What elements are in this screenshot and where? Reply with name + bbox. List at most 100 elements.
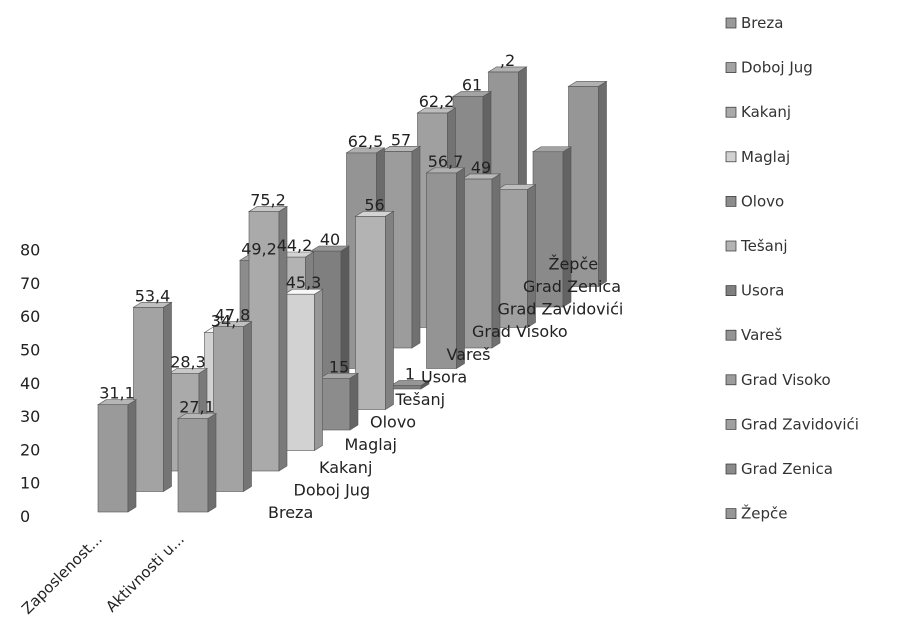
- data-label: 62,5: [348, 132, 384, 151]
- bar-8-1: [460, 173, 502, 349]
- bar-3-1: [283, 288, 324, 452]
- bar-top: [309, 245, 351, 252]
- bar-side: [207, 412, 217, 513]
- category-label: Zaposlenost...: [18, 530, 106, 618]
- bar-top: [176, 413, 218, 419]
- bar-4-1: [318, 372, 360, 431]
- data-label: 15: [329, 357, 349, 376]
- data-label: ,2: [500, 51, 515, 70]
- bar-9-1: [496, 183, 537, 329]
- legend-item: Žepče: [725, 504, 788, 523]
- y-tick-label: 60: [20, 307, 40, 326]
- y-tick-label: 10: [20, 474, 40, 493]
- bar-front: [390, 385, 422, 390]
- bar-6-1: [389, 380, 431, 390]
- legend-swatch: [725, 62, 737, 73]
- legend-item: Tešanj: [725, 237, 788, 255]
- bar-top: [345, 147, 386, 154]
- legend-label: Vareš: [741, 326, 782, 344]
- bar-front: [355, 216, 386, 410]
- legend-item: Usora: [725, 282, 784, 300]
- bar-top: [247, 206, 289, 212]
- bar-side: [349, 372, 359, 431]
- bar-top: [531, 146, 573, 153]
- legend-item: Maglaj: [725, 148, 790, 166]
- legend-swatch: [725, 463, 737, 475]
- depth-axis-label: Tešanj: [395, 390, 446, 409]
- legend-item: Grad Zavidovići: [725, 415, 859, 433]
- bar-7-1: [425, 167, 466, 370]
- bar-top: [318, 372, 360, 379]
- bar-front: [284, 293, 315, 451]
- bar-top: [425, 167, 466, 174]
- legend-swatch: [725, 374, 737, 386]
- legend-swatch: [725, 106, 737, 118]
- legend-label: Usora: [741, 282, 784, 300]
- bar-front: [461, 178, 493, 349]
- legend-swatch: [725, 419, 737, 430]
- legend-swatch: [725, 240, 737, 252]
- bar-2-1: [247, 206, 289, 472]
- depth-axis-label: Grad Zenica: [523, 277, 621, 296]
- data-label: 34,: [211, 312, 236, 331]
- data-label: 45,3: [286, 273, 322, 292]
- bar-front: [319, 377, 351, 431]
- bar-side: [163, 301, 172, 493]
- data-label: 49: [471, 158, 491, 177]
- bar-top: [354, 211, 395, 217]
- y-tick-label: 0: [20, 507, 30, 526]
- bar-top: [132, 301, 173, 308]
- bar-1-0: [132, 301, 173, 493]
- depth-axis-label: Doboj Jug: [294, 480, 371, 499]
- data-label: 31,1: [99, 384, 135, 403]
- bar-side: [314, 288, 323, 452]
- bar-side: [127, 399, 137, 513]
- data-label: 75,2: [250, 191, 286, 210]
- data-label: 49,2: [241, 239, 277, 258]
- legend-swatch: [725, 17, 737, 29]
- data-label: 1: [405, 365, 415, 384]
- legend-label: Doboj Jug: [741, 59, 813, 77]
- bar-front: [568, 86, 599, 287]
- legend-item: Breza: [725, 14, 783, 32]
- legend-item: Doboj Jug: [725, 59, 813, 77]
- bar-top: [460, 173, 502, 180]
- bar-side: [385, 210, 394, 411]
- legend-swatch: [725, 285, 737, 296]
- bar-front: [97, 404, 129, 513]
- bar-top: [96, 399, 138, 406]
- bar-front: [497, 189, 528, 328]
- y-tick-label: 30: [20, 407, 40, 426]
- y-tick-label: 50: [20, 341, 40, 360]
- bar-0-1: [176, 412, 218, 513]
- bar-top: [567, 81, 608, 87]
- legend-swatch: [725, 196, 737, 207]
- legend-item: Olovo: [725, 192, 784, 210]
- bar-1-1: [212, 321, 253, 493]
- legend-swatch: [725, 329, 737, 341]
- y-tick-label: 80: [20, 241, 40, 260]
- bar-top: [167, 368, 209, 374]
- bar-5-1: [354, 210, 395, 411]
- legend-swatch: [725, 151, 737, 163]
- bar-front: [213, 326, 244, 492]
- data-label: 56: [364, 195, 384, 214]
- data-label: 62,2: [419, 92, 455, 111]
- data-label: 47,8: [215, 306, 251, 325]
- bar-side: [456, 167, 465, 370]
- legend-item: Kakanj: [725, 103, 791, 121]
- y-tick-label: 20: [20, 440, 40, 459]
- bar-front: [426, 172, 457, 369]
- legend-label: Grad Visoko: [741, 371, 831, 389]
- depth-axis-label: Breza: [268, 503, 313, 522]
- legend-item: Grad Visoko: [725, 371, 831, 389]
- bar-top: [380, 146, 422, 152]
- data-label: 44,2: [277, 236, 313, 255]
- bar-top: [496, 184, 537, 190]
- legend-label: Žepče: [741, 504, 788, 523]
- bar-11-1: [567, 80, 608, 288]
- legend-label: Maglaj: [741, 148, 790, 166]
- y-tick-label: 40: [20, 374, 40, 393]
- bar-top: [416, 107, 457, 114]
- depth-axis-label: Maglaj: [345, 435, 397, 454]
